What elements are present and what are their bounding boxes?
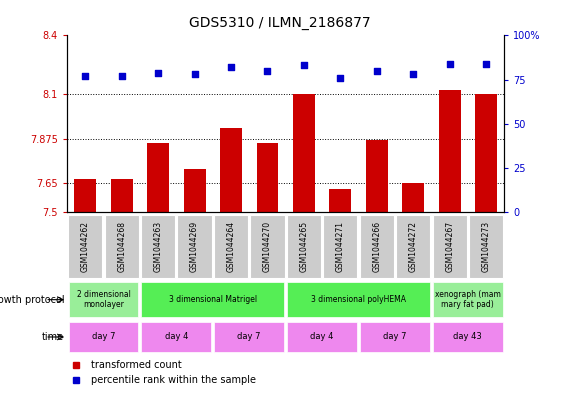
- Text: xenograph (mam
mary fat pad): xenograph (mam mary fat pad): [435, 290, 501, 309]
- Bar: [147, 143, 169, 212]
- Bar: [69, 283, 138, 317]
- Text: GSM1044270: GSM1044270: [263, 221, 272, 272]
- Bar: [366, 140, 388, 212]
- Text: 3 dimensional Matrigel: 3 dimensional Matrigel: [168, 295, 257, 304]
- Point: [190, 71, 199, 77]
- Bar: [141, 283, 284, 317]
- Bar: [287, 321, 357, 353]
- Point: [372, 68, 381, 74]
- Text: day 4: day 4: [310, 332, 334, 342]
- Bar: [104, 215, 139, 278]
- Bar: [360, 215, 394, 278]
- Bar: [250, 215, 285, 278]
- Text: GDS5310 / ILMN_2186877: GDS5310 / ILMN_2186877: [189, 16, 371, 30]
- Bar: [323, 215, 357, 278]
- Text: GSM1044273: GSM1044273: [482, 221, 490, 272]
- Bar: [433, 215, 467, 278]
- Text: day 4: day 4: [164, 332, 188, 342]
- Bar: [141, 321, 211, 353]
- Point: [445, 61, 454, 67]
- Text: day 7: day 7: [92, 332, 115, 342]
- Point: [263, 68, 272, 74]
- Point: [153, 69, 163, 75]
- Text: 3 dimensional polyHEMA: 3 dimensional polyHEMA: [311, 295, 406, 304]
- Text: transformed count: transformed count: [91, 360, 182, 370]
- Text: GSM1044267: GSM1044267: [445, 221, 454, 272]
- Text: GSM1044264: GSM1044264: [227, 221, 236, 272]
- Text: day 43: day 43: [454, 332, 482, 342]
- Bar: [360, 321, 430, 353]
- Bar: [287, 215, 321, 278]
- Text: time: time: [42, 332, 64, 342]
- Text: GSM1044262: GSM1044262: [81, 221, 90, 272]
- Bar: [69, 321, 138, 353]
- Bar: [111, 179, 132, 212]
- Point: [482, 61, 491, 67]
- Text: day 7: day 7: [237, 332, 261, 342]
- Bar: [433, 321, 503, 353]
- Text: GSM1044263: GSM1044263: [154, 221, 163, 272]
- Bar: [469, 215, 503, 278]
- Bar: [257, 143, 279, 212]
- Bar: [293, 94, 315, 212]
- Bar: [287, 283, 430, 317]
- Bar: [75, 179, 96, 212]
- Bar: [329, 189, 351, 212]
- Bar: [396, 215, 430, 278]
- Bar: [68, 215, 103, 278]
- Bar: [215, 321, 284, 353]
- Text: percentile rank within the sample: percentile rank within the sample: [91, 375, 256, 385]
- Text: GSM1044268: GSM1044268: [117, 221, 126, 272]
- Bar: [214, 215, 248, 278]
- Text: GSM1044272: GSM1044272: [409, 221, 417, 272]
- Point: [226, 64, 236, 70]
- Point: [336, 75, 345, 81]
- Point: [117, 73, 127, 79]
- Text: GSM1044266: GSM1044266: [373, 221, 381, 272]
- Text: GSM1044269: GSM1044269: [190, 221, 199, 272]
- Bar: [438, 90, 461, 212]
- Text: GSM1044271: GSM1044271: [336, 221, 345, 272]
- Bar: [433, 283, 503, 317]
- Text: 2 dimensional
monolayer: 2 dimensional monolayer: [76, 290, 131, 309]
- Text: growth protocol: growth protocol: [0, 295, 64, 305]
- Point: [409, 71, 418, 77]
- Text: GSM1044265: GSM1044265: [300, 221, 308, 272]
- Bar: [184, 169, 206, 212]
- Bar: [220, 128, 242, 212]
- Bar: [141, 215, 175, 278]
- Bar: [475, 94, 497, 212]
- Bar: [402, 183, 424, 212]
- Bar: [177, 215, 212, 278]
- Point: [80, 73, 90, 79]
- Point: [299, 62, 308, 68]
- Text: day 7: day 7: [383, 332, 407, 342]
